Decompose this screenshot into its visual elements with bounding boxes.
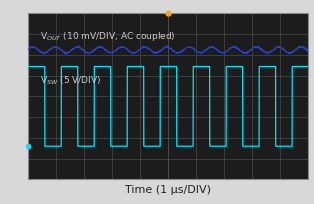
Text: V$_{OUT}$ (10 mV/DIV, AC coupled): V$_{OUT}$ (10 mV/DIV, AC coupled): [40, 29, 176, 42]
Text: V$_{SW}$ (5 V/DIV): V$_{SW}$ (5 V/DIV): [40, 74, 101, 87]
X-axis label: Time (1 μs/DIV): Time (1 μs/DIV): [125, 184, 211, 194]
